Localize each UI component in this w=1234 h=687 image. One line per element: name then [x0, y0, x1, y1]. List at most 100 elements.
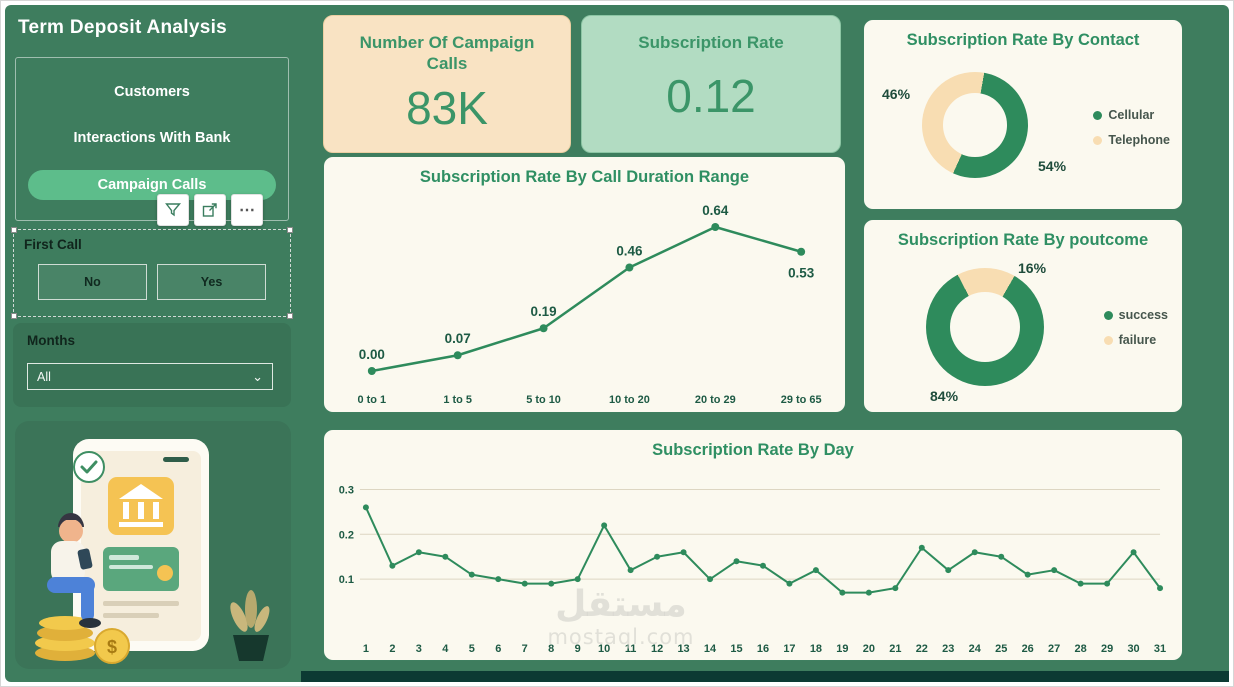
svg-text:0.64: 0.64 [702, 203, 729, 218]
first-call-no-button[interactable]: No [38, 264, 147, 300]
kpi-subscription-rate-value: 0.12 [666, 70, 756, 123]
svg-text:$: $ [107, 637, 117, 657]
nav-item-interactions-with-bank[interactable]: Interactions With Bank [73, 130, 231, 146]
svg-text:31: 31 [1154, 643, 1166, 655]
months-slicer: Months All ⌄ [13, 323, 291, 407]
bottom-bar [301, 671, 1229, 682]
legend-item-success[interactable]: success [1103, 308, 1168, 322]
legend-item-failure[interactable]: failure [1103, 333, 1168, 347]
svg-text:9: 9 [575, 643, 581, 655]
months-label: Months [27, 333, 75, 348]
months-dropdown[interactable]: All ⌄ [27, 363, 273, 390]
svg-text:16: 16 [757, 643, 769, 655]
svg-text:14: 14 [704, 643, 717, 655]
kpi-campaign-calls-value: 83K [406, 81, 488, 134]
legend-item-telephone[interactable]: Telephone [1093, 133, 1170, 147]
cellular-pct-label: 54% [1038, 158, 1067, 174]
svg-text:0.07: 0.07 [445, 331, 471, 346]
svg-text:19: 19 [836, 643, 848, 655]
svg-text:23: 23 [942, 643, 954, 655]
more-options-icon: ⋯ [239, 202, 255, 219]
contact-chart-title: Subscription Rate By Contact [906, 31, 1140, 49]
svg-text:20 to 29: 20 to 29 [695, 394, 736, 406]
failure-pct-label: 16% [1018, 260, 1047, 276]
failure-legend-label: failure [1118, 333, 1157, 347]
selection-handle[interactable] [11, 227, 17, 233]
telephone-pct-label: 46% [882, 86, 911, 102]
more-options-button[interactable]: ⋯ [231, 194, 263, 226]
poutcome-legend: success failure [1103, 308, 1168, 347]
svg-text:30: 30 [1127, 643, 1139, 655]
contact-chart-panel: Subscription Rate By Contact 46% 54% Cel… [863, 19, 1183, 210]
first-call-yes-button[interactable]: Yes [157, 264, 266, 300]
months-selected-value: All [37, 369, 51, 384]
svg-text:0.1: 0.1 [339, 574, 354, 586]
svg-text:27: 27 [1048, 643, 1060, 655]
focus-mode-button[interactable] [194, 194, 226, 226]
svg-text:0.3: 0.3 [339, 484, 354, 496]
svg-text:13: 13 [677, 643, 689, 655]
svg-text:0 to 1: 0 to 1 [358, 394, 387, 406]
poutcome-donut-chart[interactable] [926, 268, 1044, 386]
success-pct-label: 84% [930, 388, 959, 404]
svg-text:20: 20 [863, 643, 875, 655]
filter-icon [165, 203, 182, 217]
day-chart-title: Subscription Rate By Day [652, 441, 854, 459]
svg-text:17: 17 [783, 643, 795, 655]
success-legend-label: success [1118, 308, 1168, 322]
kpi-subscription-rate-card: Subscription Rate 0.12 [581, 15, 841, 153]
duration-line-chart[interactable]: 0.00 0.07 0.19 0.46 0.64 0.53 0 to 1 1 to 5 5 to… [324, 185, 845, 411]
svg-text:15: 15 [730, 643, 742, 655]
day-chart-panel: Subscription Rate By Day 0.1 0.2 0.3 1 2 3 4 5 6… [323, 429, 1183, 661]
sidebar: Term Deposit Analysis Customers Interact… [5, 5, 301, 682]
svg-text:10 to 20: 10 to 20 [609, 394, 650, 406]
selection-handle[interactable] [11, 313, 17, 319]
svg-text:0.19: 0.19 [530, 304, 556, 319]
svg-text:21: 21 [889, 643, 901, 655]
first-call-label: First Call [24, 237, 82, 252]
svg-text:24: 24 [969, 643, 982, 655]
svg-text:1: 1 [363, 643, 369, 655]
first-call-options: No Yes [38, 264, 266, 300]
svg-text:7: 7 [522, 643, 528, 655]
svg-text:26: 26 [1022, 643, 1034, 655]
svg-text:0.46: 0.46 [616, 243, 642, 258]
illustration-panel: $ [15, 421, 291, 669]
svg-text:0.53: 0.53 [788, 266, 814, 281]
svg-text:6: 6 [495, 643, 501, 655]
nav-item-campaign-calls[interactable]: Campaign Calls [28, 170, 276, 200]
svg-text:0.2: 0.2 [339, 529, 354, 541]
svg-text:1 to 5: 1 to 5 [443, 394, 472, 406]
report-main-area: Number Of Campaign Calls 83K Subscriptio… [301, 5, 1229, 682]
success-legend-dot [1103, 310, 1113, 320]
selection-handle[interactable] [287, 227, 293, 233]
telephone-legend-dot [1093, 135, 1103, 145]
kpi-campaign-calls-title: Number Of Campaign Calls [359, 33, 535, 74]
svg-text:5: 5 [469, 643, 475, 655]
duration-chart-title: Subscription Rate By Call Duration Range [419, 168, 750, 186]
poutcome-chart-title: Subscription Rate By poutcome [897, 231, 1149, 249]
nav-box: Customers Interactions With Bank Campaig… [15, 57, 289, 221]
filter-button[interactable] [157, 194, 189, 226]
page-title: Term Deposit Analysis [18, 17, 228, 38]
svg-text:4: 4 [442, 643, 449, 655]
kpi-subscription-rate-title: Subscription Rate [638, 33, 784, 52]
svg-text:5 to 10: 5 to 10 [526, 394, 561, 406]
duration-chart-panel: Subscription Rate By Call Duration Range… [323, 156, 846, 413]
cellular-legend-label: Cellular [1108, 108, 1155, 122]
contact-donut-chart[interactable] [922, 72, 1028, 178]
legend-item-cellular[interactable]: Cellular [1093, 108, 1170, 122]
svg-text:3: 3 [416, 643, 422, 655]
visual-hover-toolbar: ⋯ [157, 194, 263, 226]
svg-text:12: 12 [651, 643, 663, 655]
svg-text:28: 28 [1075, 643, 1087, 655]
nav-item-customers[interactable]: Customers [114, 84, 190, 100]
selection-handle[interactable] [287, 313, 293, 319]
dashboard-canvas: Term Deposit Analysis Customers Interact… [5, 5, 1229, 682]
day-line-chart[interactable]: 0.1 0.2 0.3 1 2 3 4 5 6 7 8 9 10 11 12 13 14 15 16 17 18 19 20… [328, 466, 1178, 658]
svg-text:2: 2 [389, 643, 395, 655]
svg-text:11: 11 [625, 643, 637, 655]
svg-text:10: 10 [598, 643, 610, 655]
focus-mode-icon [202, 203, 217, 217]
